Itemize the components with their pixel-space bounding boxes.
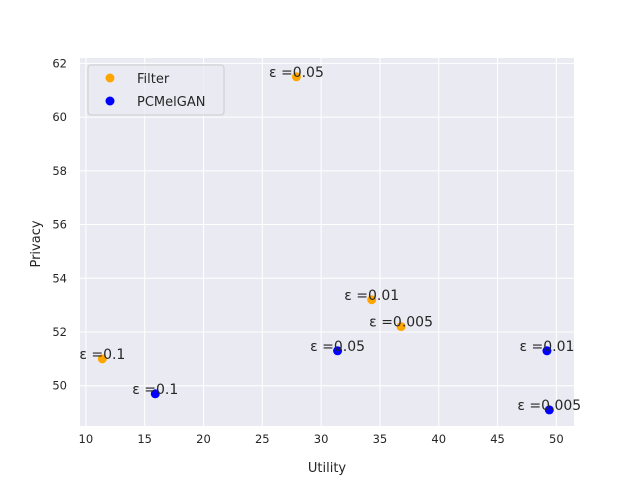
x-tick-label: 15 (137, 432, 152, 446)
y-tick-label: 58 (52, 164, 67, 178)
x-axis-label: Utility (308, 461, 347, 476)
point-pcmelgan (333, 346, 343, 356)
y-tick-label: 52 (52, 325, 67, 339)
x-tick-label: 10 (79, 432, 94, 446)
x-tick-label: 20 (196, 432, 211, 446)
legend-label-filter: Filter (137, 72, 170, 87)
legend: Filter PCMelGAN (87, 64, 225, 116)
x-tick-label: 45 (490, 432, 505, 446)
x-axis-ticks: 10 15 20 25 30 35 40 45 50 (79, 432, 564, 446)
annotation-filter: ε =0.05 (269, 65, 324, 81)
annotation-filter: ε =0.1 (79, 347, 125, 363)
annotation-pcmelgan: ε =0.1 (132, 382, 178, 398)
x-tick-label: 35 (373, 432, 388, 446)
annotation-filter: ε =0.005 (369, 315, 433, 331)
x-tick-label: 40 (431, 432, 446, 446)
y-tick-label: 50 (52, 379, 67, 393)
point-pcmelgan (150, 389, 160, 399)
point-filter (291, 72, 301, 82)
y-tick-label: 56 (52, 218, 67, 232)
legend-marker-filter (105, 73, 115, 83)
annotation-pcmelgan: ε =0.05 (310, 339, 365, 355)
grid-lines (80, 58, 574, 426)
annotation-pcmelgan: ε =0.01 (519, 339, 574, 355)
y-tick-label: 54 (52, 271, 67, 285)
y-tick-label: 60 (52, 110, 67, 124)
point-pcmelgan (544, 405, 554, 415)
y-axis-label: Privacy (29, 220, 44, 267)
x-tick-label: 50 (549, 432, 564, 446)
legend-label-pcmelgan: PCMelGAN (137, 95, 205, 110)
plot-background (80, 58, 574, 426)
y-axis-ticks: 50 52 54 56 58 60 62 (52, 56, 67, 392)
point-filter (367, 295, 377, 305)
annotation-pcmelgan: ε =0.005 (517, 398, 581, 414)
annotation-filter: ε =0.01 (344, 288, 399, 304)
y-tick-label: 62 (52, 56, 67, 70)
legend-marker-pcmelgan (105, 96, 115, 106)
x-tick-label: 25 (255, 432, 270, 446)
point-filter (97, 354, 107, 364)
data-points (97, 72, 554, 415)
point-pcmelgan (542, 346, 552, 356)
point-filter (396, 322, 406, 332)
x-tick-label: 30 (314, 432, 329, 446)
legend-box (87, 64, 225, 116)
